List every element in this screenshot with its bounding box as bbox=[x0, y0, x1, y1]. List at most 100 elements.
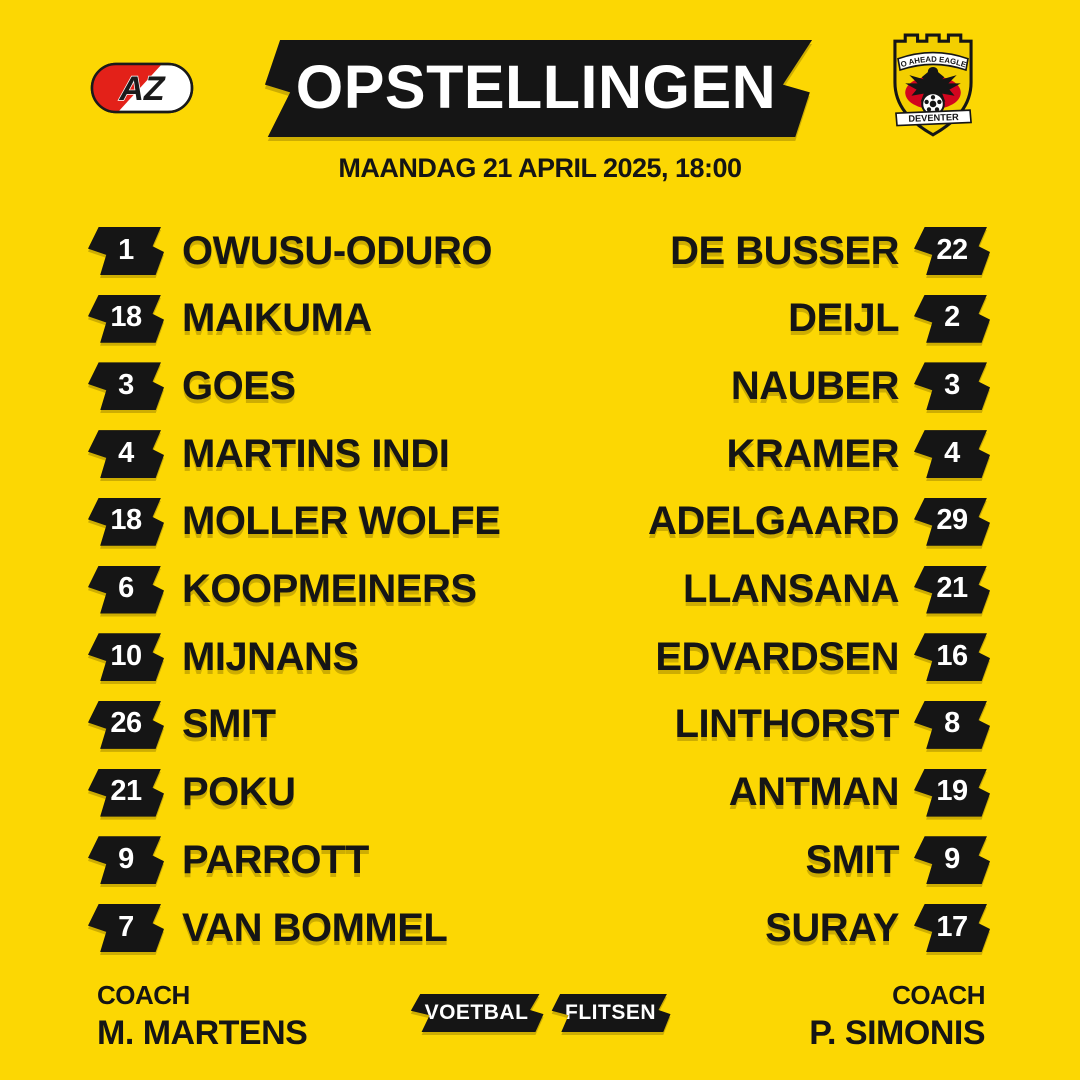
home-coach-label: COACH bbox=[97, 980, 190, 1010]
shirt-number-badge: 19 bbox=[914, 768, 990, 817]
player-row: 7 VAN BOMMEL SURAY 17 bbox=[0, 903, 1080, 953]
player-name: ANTMAN bbox=[728, 770, 900, 815]
player-name: PARROTT bbox=[182, 837, 369, 882]
brand-flitsen-text: FLITSEN bbox=[565, 1001, 656, 1024]
player-row: 10 MIJNANS EDVARDSEN 16 bbox=[0, 632, 1080, 682]
away-player-cell: NAUBER 3 bbox=[730, 362, 990, 411]
away-player-cell: ANTMAN 19 bbox=[728, 768, 990, 817]
away-player-cell: DEIJL 2 bbox=[788, 294, 990, 343]
brand-voetbal-text: VOETBAL bbox=[424, 1001, 529, 1024]
away-coach-name: P. SIMONIS bbox=[809, 1014, 985, 1052]
gae-bottom-ribbon bbox=[895, 109, 972, 127]
home-player-cell: 21 POKU bbox=[88, 768, 296, 817]
voetbal-flitsen-logo: VOETBAL FLITSEN bbox=[0, 994, 1080, 1032]
player-row: 21 POKU ANTMAN 19 bbox=[0, 768, 1080, 818]
shirt-number-badge: 17 bbox=[914, 904, 990, 952]
az-logo-text: AZ bbox=[118, 70, 166, 108]
player-row: 18 MAIKUMA DEIJL 2 bbox=[0, 294, 1080, 344]
player-name: KOOPMEINERS bbox=[182, 567, 477, 611]
home-player-cell: 3 GOES bbox=[88, 362, 296, 411]
title-banner: OPSTELLINGEN bbox=[256, 40, 816, 137]
match-datetime: MAANDAG 21 APRIL 2025, 18:00 bbox=[338, 153, 742, 183]
player-name: MOLLER WOLFE bbox=[182, 499, 501, 544]
shirt-number: 21 bbox=[936, 572, 968, 604]
home-player-cell: 1 OWUSU-ODURO bbox=[88, 227, 493, 275]
shirt-number: 7 bbox=[118, 910, 134, 943]
player-name: SMIT bbox=[805, 837, 899, 882]
shirt-number-badge: 9 bbox=[914, 836, 990, 885]
player-name: SMIT bbox=[182, 702, 276, 747]
player-row: 1 OWUSU-ODURO DE BUSSER 22 bbox=[0, 226, 1080, 276]
player-name: ADELGAARD bbox=[647, 499, 900, 544]
shirt-number-badge: 1 bbox=[88, 227, 164, 275]
title-banner-shape: OPSTELLINGEN bbox=[264, 40, 813, 137]
page-title: OPSTELLINGEN bbox=[295, 52, 777, 121]
shirt-number-badge: 21 bbox=[914, 565, 990, 614]
shirt-number: 3 bbox=[944, 368, 960, 401]
shirt-number-badge: 4 bbox=[914, 430, 990, 479]
away-player-cell: LLANSANA 21 bbox=[683, 565, 990, 614]
player-row: 6 KOOPMEINERS LLANSANA 21 bbox=[0, 565, 1080, 615]
player-name: MAIKUMA bbox=[182, 296, 372, 341]
shirt-number: 3 bbox=[118, 368, 134, 401]
shirt-number: 16 bbox=[936, 639, 968, 672]
shirt-number: 18 bbox=[110, 504, 142, 537]
shirt-number: 29 bbox=[936, 504, 968, 537]
away-player-cell: DE BUSSER 22 bbox=[670, 227, 990, 275]
shirt-number-badge: 29 bbox=[914, 497, 990, 546]
player-row: 4 MARTINS INDI KRAMER 4 bbox=[0, 429, 1080, 479]
away-player-cell: LINTHORST 8 bbox=[674, 700, 990, 749]
player-row: 3 GOES NAUBER 3 bbox=[0, 361, 1080, 411]
player-name: LLANSANA bbox=[683, 567, 899, 611]
away-coach-block: COACH P. SIMONIS bbox=[809, 980, 985, 1053]
player-row: 18 MOLLER WOLFE ADELGAARD 29 bbox=[0, 497, 1080, 547]
shirt-number: 18 bbox=[110, 301, 142, 334]
player-name: OWUSU-ODURO bbox=[182, 228, 493, 273]
player-name: MARTINS INDI bbox=[182, 431, 450, 476]
shirt-number: 4 bbox=[944, 436, 960, 469]
away-club-logo: GO AHEAD EAGLES DEVENTER bbox=[886, 33, 973, 137]
shirt-number: 22 bbox=[936, 233, 968, 266]
shirt-number: 21 bbox=[110, 775, 142, 808]
away-player-cell: KRAMER 4 bbox=[726, 430, 990, 479]
shirt-number: 4 bbox=[118, 436, 134, 469]
shirt-number: 2 bbox=[944, 301, 960, 334]
shirt-number-badge: 18 bbox=[88, 294, 164, 343]
home-coach-block: COACH M. MARTENS bbox=[97, 980, 308, 1053]
shirt-number: 9 bbox=[944, 842, 960, 875]
shirt-number: 9 bbox=[118, 842, 134, 875]
shirt-number-badge: 26 bbox=[88, 700, 164, 749]
shirt-number-badge: 10 bbox=[88, 633, 164, 682]
shirt-number-badge: 9 bbox=[88, 836, 164, 885]
gae-eagle bbox=[905, 66, 961, 105]
shirt-number-badge: 3 bbox=[914, 362, 990, 411]
home-coach-name: M. MARTENS bbox=[97, 1014, 308, 1052]
away-player-cell: EDVARDSEN 16 bbox=[655, 633, 990, 682]
player-name: VAN BOMMEL bbox=[182, 905, 448, 950]
shirt-number-badge: 6 bbox=[88, 565, 164, 614]
player-name: DE BUSSER bbox=[670, 228, 899, 273]
player-name: DEIJL bbox=[788, 296, 899, 341]
brand-flitsen-box: FLITSEN bbox=[551, 994, 671, 1032]
player-name: GOES bbox=[182, 363, 296, 408]
player-name: NAUBER bbox=[730, 363, 900, 408]
shirt-number-badge: 18 bbox=[88, 497, 164, 546]
home-player-cell: 18 MAIKUMA bbox=[88, 294, 372, 343]
gae-bottom-text: DEVENTER bbox=[908, 112, 959, 124]
home-player-cell: 26 SMIT bbox=[88, 700, 276, 749]
shirt-number-badge: 7 bbox=[88, 904, 164, 952]
shirt-number-badge: 4 bbox=[88, 430, 164, 479]
shirt-number-badge: 21 bbox=[88, 768, 164, 817]
away-player-cell: SURAY 17 bbox=[765, 904, 990, 952]
shirt-number: 8 bbox=[944, 707, 960, 740]
player-name: LINTHORST bbox=[674, 702, 900, 747]
home-player-cell: 4 MARTINS INDI bbox=[88, 430, 450, 479]
shirt-number-badge: 16 bbox=[914, 633, 990, 682]
home-player-cell: 18 MOLLER WOLFE bbox=[88, 497, 501, 546]
home-player-cell: 10 MIJNANS bbox=[88, 633, 359, 682]
player-row: 26 SMIT LINTHORST 8 bbox=[0, 700, 1080, 750]
shirt-number: 26 bbox=[110, 707, 142, 740]
player-name: KRAMER bbox=[726, 431, 899, 476]
az-red-field bbox=[92, 64, 162, 112]
